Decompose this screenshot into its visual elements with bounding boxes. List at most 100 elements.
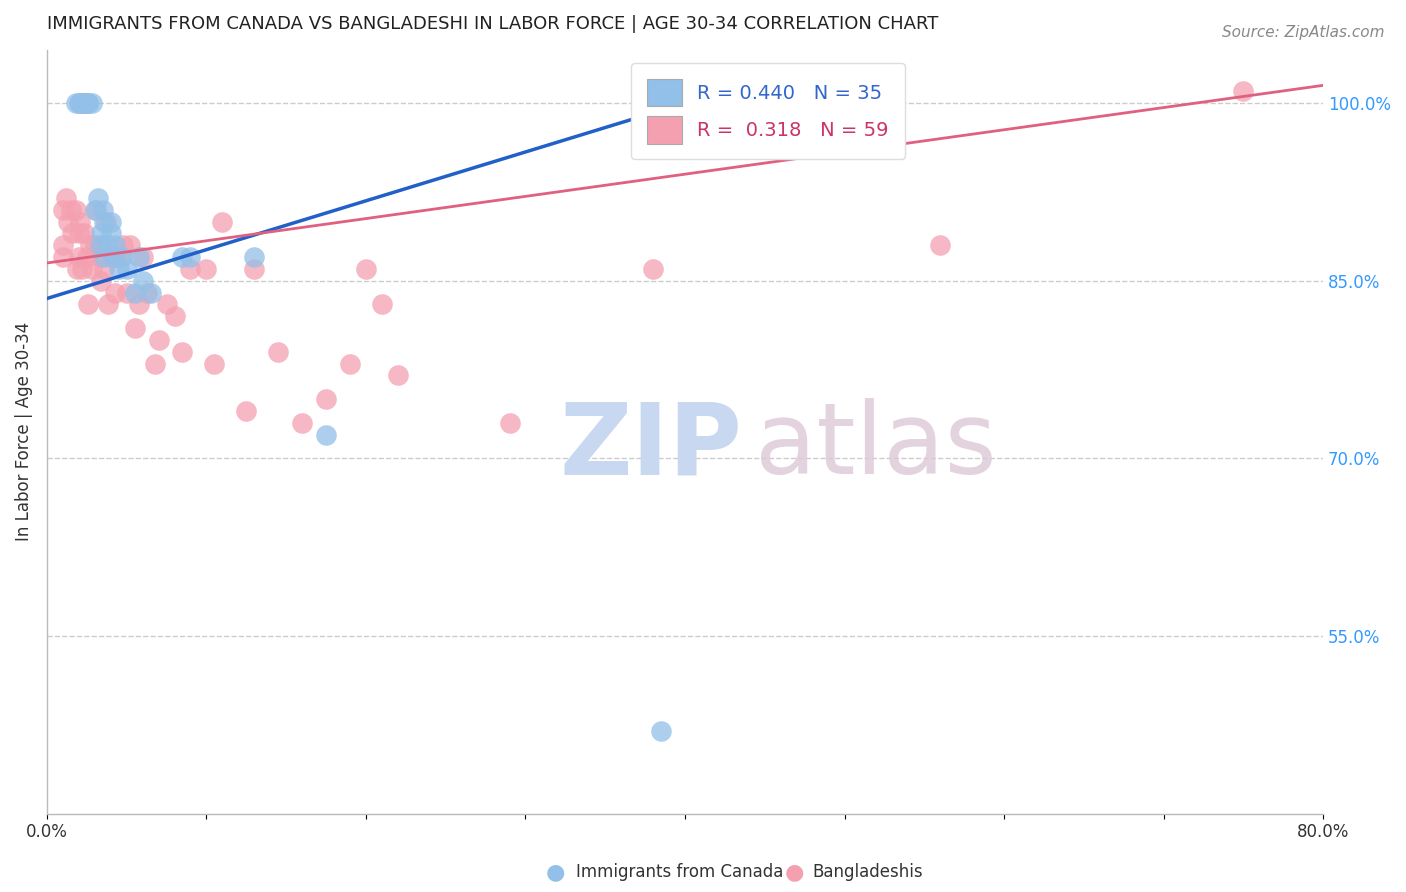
- Point: [103, 250, 125, 264]
- Point: [59, 202, 82, 217]
- Point: [67, 227, 90, 241]
- Point: [339, 357, 361, 371]
- Point: [67, 250, 90, 264]
- Point: [76, 250, 98, 264]
- Point: [235, 404, 257, 418]
- Text: ●: ●: [546, 863, 565, 882]
- Point: [55, 191, 77, 205]
- Point: [202, 357, 225, 371]
- Point: [267, 344, 290, 359]
- Point: [94, 214, 117, 228]
- Point: [315, 392, 337, 406]
- Point: [62, 227, 84, 241]
- Point: [139, 285, 162, 300]
- Point: [69, 96, 91, 111]
- Point: [291, 416, 314, 430]
- Text: ZIP: ZIP: [560, 399, 742, 495]
- Point: [155, 297, 177, 311]
- Point: [131, 250, 153, 264]
- Point: [172, 250, 194, 264]
- Point: [211, 214, 233, 228]
- Point: [148, 333, 170, 347]
- Point: [83, 202, 105, 217]
- Point: [179, 250, 201, 264]
- Point: [100, 214, 122, 228]
- Point: [136, 285, 159, 300]
- Point: [1232, 84, 1254, 98]
- Point: [77, 297, 100, 311]
- Point: [371, 297, 394, 311]
- Point: [93, 214, 115, 228]
- Point: [195, 261, 218, 276]
- Legend: R = 0.440   N = 35, R =  0.318   N = 59: R = 0.440 N = 35, R = 0.318 N = 59: [631, 63, 904, 160]
- Point: [104, 238, 127, 252]
- Point: [387, 368, 409, 383]
- Point: [72, 227, 94, 241]
- Point: [56, 214, 79, 228]
- Point: [65, 96, 87, 111]
- Point: [498, 416, 520, 430]
- Point: [75, 96, 97, 111]
- Point: [83, 238, 105, 252]
- Point: [93, 250, 115, 264]
- Point: [90, 274, 112, 288]
- Point: [104, 285, 127, 300]
- Text: Source: ZipAtlas.com: Source: ZipAtlas.com: [1222, 25, 1385, 40]
- Point: [100, 227, 122, 241]
- Text: Immigrants from Canada: Immigrants from Canada: [576, 863, 783, 881]
- Point: [89, 250, 111, 264]
- Point: [89, 238, 111, 252]
- Point: [650, 723, 672, 738]
- Point: [65, 202, 87, 217]
- Text: IMMIGRANTS FROM CANADA VS BANGLADESHI IN LABOR FORCE | AGE 30-34 CORRELATION CHA: IMMIGRANTS FROM CANADA VS BANGLADESHI IN…: [46, 15, 938, 33]
- Point: [96, 238, 118, 252]
- Point: [243, 261, 266, 276]
- Point: [69, 214, 91, 228]
- Point: [52, 250, 75, 264]
- Point: [52, 202, 75, 217]
- Point: [70, 96, 93, 111]
- Point: [118, 238, 141, 252]
- Point: [163, 310, 186, 324]
- Point: [75, 96, 97, 111]
- Point: [243, 250, 266, 264]
- Point: [128, 297, 150, 311]
- Point: [100, 250, 122, 264]
- Y-axis label: In Labor Force | Age 30-34: In Labor Force | Age 30-34: [15, 322, 32, 541]
- Point: [124, 285, 146, 300]
- Point: [172, 344, 194, 359]
- Point: [115, 261, 138, 276]
- Point: [77, 96, 100, 111]
- Point: [929, 238, 952, 252]
- Point: [90, 227, 112, 241]
- Point: [112, 238, 135, 252]
- Point: [107, 250, 129, 264]
- Point: [643, 261, 665, 276]
- Point: [131, 274, 153, 288]
- Point: [128, 250, 150, 264]
- Point: [77, 96, 100, 111]
- Point: [354, 261, 377, 276]
- Point: [76, 96, 98, 111]
- Point: [87, 191, 110, 205]
- Point: [179, 261, 201, 276]
- Text: Bangladeshis: Bangladeshis: [813, 863, 924, 881]
- Point: [80, 261, 103, 276]
- Point: [103, 250, 125, 264]
- Point: [124, 321, 146, 335]
- Text: atlas: atlas: [755, 399, 997, 495]
- Point: [91, 238, 114, 252]
- Point: [70, 96, 93, 111]
- Point: [52, 238, 75, 252]
- Point: [107, 261, 129, 276]
- Point: [79, 238, 101, 252]
- Point: [86, 202, 108, 217]
- Point: [145, 357, 167, 371]
- Point: [80, 96, 103, 111]
- Point: [66, 261, 89, 276]
- Point: [315, 427, 337, 442]
- Point: [96, 297, 118, 311]
- Point: [111, 250, 134, 264]
- Point: [67, 96, 90, 111]
- Text: ●: ●: [785, 863, 804, 882]
